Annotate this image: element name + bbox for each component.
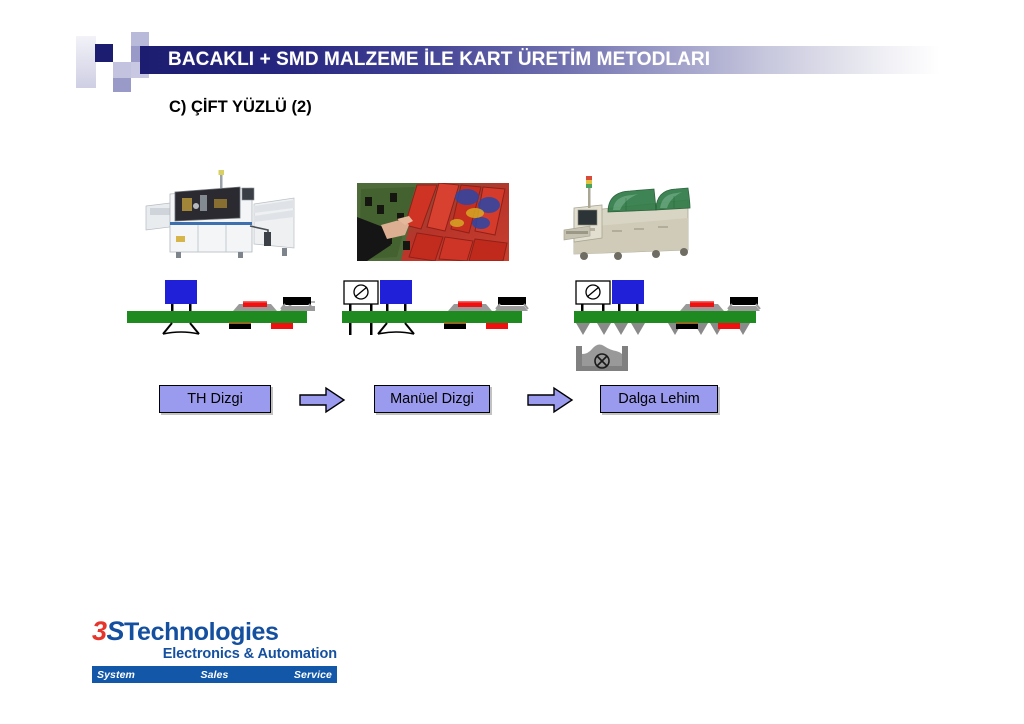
logo-services-bar: System Sales Service [92, 666, 337, 683]
logo-service-system: System [97, 668, 135, 681]
process-label-dalga-lehim[interactable]: Dalga Lehim [600, 385, 718, 413]
pcb-diagram-th-dizgi [125, 278, 331, 338]
process-label-th-dizgi[interactable]: TH Dizgi [159, 385, 271, 413]
slide-title-banner: BACAKLI + SMD MALZEME İLE KART ÜRETİM ME… [140, 46, 940, 74]
pcb-diagram-dalga-lehim [572, 278, 764, 338]
pcb-diagram-manuel-dizgi [340, 278, 530, 338]
decor-square-2 [95, 44, 113, 62]
logo-service-sales: Sales [200, 668, 229, 681]
logo-technologies-text: Technologies [124, 618, 279, 646]
process-label-manuel-dizgi[interactable]: Manüel Dizgi [374, 385, 490, 413]
page-title: BACAKLI + SMD MALZEME İLE KART ÜRETİM ME… [168, 49, 711, 70]
decor-square-7 [113, 78, 131, 92]
decor-square-3 [113, 36, 131, 62]
slide-subtitle: C) ÇİFT YÜZLÜ (2) [169, 98, 312, 116]
logo-tagline: Electronics & Automation [162, 646, 337, 662]
decor-square-5 [131, 32, 149, 46]
process-label-text: Manüel Dizgi [390, 391, 474, 407]
wave-soldering-machine-photo [556, 168, 696, 263]
logo-letter-s: S [106, 616, 125, 646]
decor-square-1 [76, 36, 96, 88]
decor-square-4 [113, 62, 131, 78]
flow-arrow-2 [526, 386, 574, 414]
company-logo: 3STechnologies Electronics & Automation … [92, 618, 337, 683]
logo-wordmark: 3STechnologies [92, 618, 337, 645]
through-hole-insertion-machine-photo [142, 168, 317, 263]
process-label-text: Dalga Lehim [618, 391, 700, 407]
manual-assembly-photo [357, 182, 509, 262]
logo-service-service: Service [293, 668, 332, 681]
solder-wave-pot-icon [574, 340, 630, 372]
flow-arrow-1 [298, 386, 346, 414]
process-label-text: TH Dizgi [187, 391, 243, 407]
logo-digit-3: 3 [92, 616, 107, 646]
